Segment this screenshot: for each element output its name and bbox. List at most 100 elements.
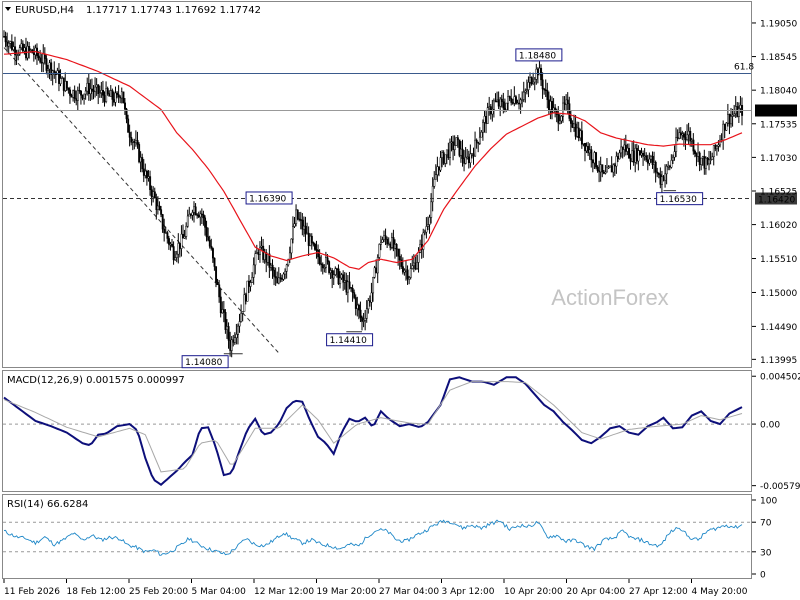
candle bbox=[661, 170, 663, 194]
candle-body bbox=[634, 147, 637, 163]
level-price-tag bbox=[755, 192, 797, 205]
candle-body bbox=[47, 68, 50, 71]
candle bbox=[131, 138, 134, 151]
candle-body bbox=[485, 115, 488, 124]
candle-body bbox=[15, 54, 18, 56]
candle-body bbox=[378, 244, 381, 258]
candle bbox=[559, 114, 561, 125]
candle-body bbox=[416, 262, 419, 270]
candle-body bbox=[480, 131, 483, 138]
candle bbox=[343, 272, 346, 290]
candle bbox=[144, 163, 147, 179]
candle bbox=[453, 135, 456, 156]
candle-body bbox=[232, 339, 235, 343]
candle-body bbox=[706, 157, 709, 165]
candle-body bbox=[70, 95, 73, 98]
candle bbox=[544, 79, 547, 98]
candle bbox=[730, 107, 733, 128]
candle bbox=[116, 91, 119, 99]
candle-body bbox=[48, 62, 51, 70]
candle bbox=[635, 143, 638, 165]
candle bbox=[697, 142, 700, 163]
candle bbox=[141, 153, 144, 173]
candle-body bbox=[233, 337, 236, 343]
candle-body bbox=[681, 133, 684, 136]
candle-body bbox=[76, 89, 79, 101]
candle bbox=[593, 150, 596, 169]
candle bbox=[216, 278, 219, 286]
macd-signal-line bbox=[3, 381, 743, 473]
candle-body bbox=[345, 280, 348, 293]
candle-body bbox=[200, 213, 203, 216]
annotation-box bbox=[515, 48, 563, 62]
candle-body bbox=[516, 102, 519, 105]
candle bbox=[422, 228, 425, 258]
candle-body bbox=[408, 277, 411, 280]
candle-body bbox=[273, 269, 276, 277]
candle-body bbox=[306, 232, 309, 235]
candle-body bbox=[358, 304, 360, 311]
candle bbox=[645, 152, 648, 163]
candle bbox=[403, 268, 406, 276]
candle-body bbox=[515, 96, 517, 104]
candle-body bbox=[89, 88, 92, 94]
candle-body bbox=[679, 132, 682, 136]
candle-body bbox=[276, 277, 279, 284]
candle bbox=[632, 140, 635, 166]
candle bbox=[345, 272, 348, 296]
candle-body bbox=[109, 90, 112, 97]
candle bbox=[282, 272, 285, 281]
symbol-menu-icon[interactable] bbox=[5, 7, 11, 11]
candle-body bbox=[500, 98, 503, 102]
candle-body bbox=[329, 270, 332, 273]
candle-body bbox=[172, 246, 175, 261]
candle bbox=[61, 75, 64, 80]
candle-body bbox=[505, 102, 508, 111]
candle-body bbox=[98, 92, 101, 94]
candle bbox=[681, 130, 684, 141]
candle bbox=[312, 241, 315, 247]
candle bbox=[637, 145, 640, 171]
candle-body bbox=[665, 166, 668, 175]
candle bbox=[191, 209, 194, 221]
time-tick-label: 4 May 20:00 bbox=[692, 587, 748, 597]
candle bbox=[105, 81, 108, 104]
candle bbox=[675, 127, 678, 158]
candle bbox=[226, 319, 229, 339]
candle-body bbox=[563, 102, 566, 105]
candle-body bbox=[427, 224, 430, 227]
candle-body bbox=[629, 158, 632, 162]
candle-body bbox=[75, 98, 78, 101]
candle bbox=[138, 142, 141, 164]
candle-body bbox=[635, 147, 638, 162]
candle bbox=[529, 72, 532, 88]
candle-body bbox=[222, 309, 225, 313]
candle-body bbox=[67, 87, 70, 91]
candle bbox=[384, 228, 387, 246]
candle bbox=[276, 271, 279, 284]
candle bbox=[387, 237, 390, 246]
candle-body bbox=[326, 257, 329, 262]
candle-body bbox=[262, 245, 265, 260]
candle bbox=[741, 97, 744, 126]
level-price-label: 1.16420 bbox=[758, 196, 795, 206]
candle bbox=[507, 90, 510, 111]
candle bbox=[45, 55, 48, 75]
candle-body bbox=[654, 161, 657, 173]
candle-body bbox=[282, 273, 285, 280]
candle-body bbox=[53, 70, 56, 73]
candle bbox=[734, 96, 737, 119]
candle bbox=[6, 32, 9, 53]
candle bbox=[560, 114, 563, 124]
candle-body bbox=[293, 223, 296, 227]
candle bbox=[185, 222, 188, 240]
candle bbox=[518, 93, 521, 110]
candle bbox=[166, 230, 169, 244]
candle bbox=[577, 121, 580, 142]
candle bbox=[248, 275, 251, 293]
candle-body bbox=[136, 140, 139, 145]
candle-body bbox=[602, 171, 605, 174]
candle bbox=[332, 270, 335, 286]
